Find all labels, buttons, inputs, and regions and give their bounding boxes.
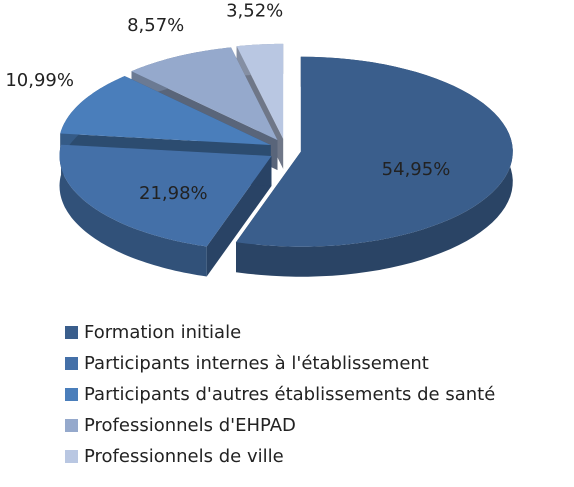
legend-swatch <box>65 326 78 339</box>
legend-swatch <box>65 357 78 370</box>
slice-wall <box>236 56 513 277</box>
slice-side <box>206 156 272 277</box>
legend-swatch <box>65 450 78 463</box>
slice-wall <box>59 144 207 277</box>
slice <box>236 43 284 139</box>
legend-swatch <box>65 388 78 401</box>
slice <box>131 47 278 141</box>
legend-label: Professionnels d'EHPAD <box>84 415 296 436</box>
data-label: 8,57% <box>127 15 184 36</box>
slice <box>59 144 272 247</box>
data-label: 21,98% <box>139 183 208 204</box>
legend-label: Participants internes à l'établissement <box>84 353 429 374</box>
slice <box>60 76 271 145</box>
legend-label: Professionnels de ville <box>84 446 284 467</box>
legend-label: Participants d'autres établissements de … <box>84 384 495 405</box>
legend-swatch <box>65 419 78 432</box>
data-label: 54,95% <box>382 159 451 180</box>
legend-label: Formation initiale <box>84 322 241 343</box>
slice <box>236 56 513 247</box>
data-label: 3,52% <box>226 1 283 22</box>
data-label: 10,99% <box>5 70 74 91</box>
